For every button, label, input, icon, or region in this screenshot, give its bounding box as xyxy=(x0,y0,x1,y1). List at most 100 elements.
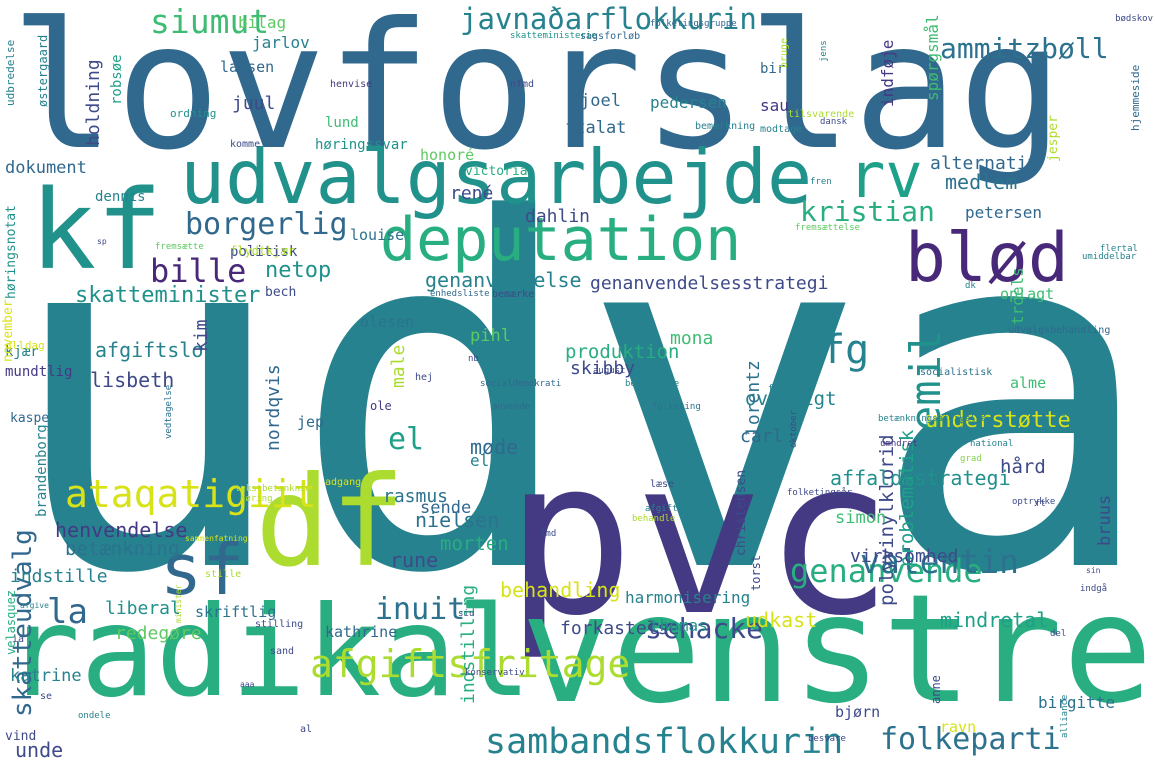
word-behandle: behandle xyxy=(632,514,676,524)
word-fren: fren xyxy=(810,177,832,187)
word-kim: kim xyxy=(191,319,212,353)
word-udvalg: udvalg xyxy=(2,120,1155,679)
word-politisk: politisk xyxy=(230,244,298,260)
word-indstilling: indstilling xyxy=(458,584,479,704)
word-optrykke: optrykke xyxy=(1012,497,1056,507)
word-louise: louise xyxy=(350,226,405,244)
word-bruus: bruus xyxy=(1095,494,1115,546)
word-m-de: møde xyxy=(470,435,519,459)
word-jep: jep xyxy=(297,413,325,431)
word-medlem: medlem xyxy=(945,170,1018,194)
word-pedersen: pedersen xyxy=(650,93,728,112)
word-df: df xyxy=(255,450,406,595)
word-folketingsa-r: folketingsår xyxy=(787,488,853,498)
word-nfmd: nfmd xyxy=(510,79,535,90)
word-genanvendelsesstrategi: genanvendelsesstrategi xyxy=(590,273,829,294)
word-flydtkj-r: flydtkjær xyxy=(230,244,296,258)
word-underst-tte: understøtte xyxy=(925,408,1071,433)
word-liberal: liberal xyxy=(105,598,181,619)
word-modtage: modtage xyxy=(760,124,803,135)
word-ufg: ufg xyxy=(797,327,870,373)
word-sende: sende xyxy=(420,498,472,518)
word-bem-rkning: bemærkning xyxy=(695,121,756,132)
word-honore: honoré xyxy=(420,146,475,164)
word-folkeparti: folkeparti xyxy=(880,722,1061,757)
word-bilag: bilag xyxy=(238,13,287,32)
word-ole: ole xyxy=(370,399,392,413)
word-alliance: alliance xyxy=(1060,694,1070,739)
word-sau: sau xyxy=(760,96,789,115)
word-sammenfatning: sammenfatning xyxy=(185,534,248,543)
word-virksomhed: virksomhed xyxy=(850,546,959,567)
word-ia: ia xyxy=(12,634,25,645)
word-stilling: stilling xyxy=(255,619,304,630)
word-sin: sin xyxy=(1086,566,1101,575)
word-udbredelse: udbredelse xyxy=(4,39,17,106)
word-rune: rune xyxy=(390,548,439,572)
word-skatteminister: skatteminister xyxy=(75,283,261,308)
word-borgerlig: borgerlig xyxy=(185,207,348,242)
word-radikal: radikal xyxy=(5,580,532,725)
word-afgive: afgive xyxy=(20,601,49,610)
word-male: male xyxy=(388,344,409,389)
word-jensen: jensen xyxy=(1055,409,1088,419)
word-unde: unde xyxy=(15,738,64,762)
word-fmd: fmd xyxy=(540,529,557,539)
word-olesen: olesen xyxy=(360,313,415,331)
word-morten: morten xyxy=(440,533,509,555)
word-victoria: victoria xyxy=(465,164,528,179)
word-umiddelbar: umiddelbar xyxy=(1082,252,1137,262)
word-dansk: dansk xyxy=(820,117,848,127)
word-l-se: læse xyxy=(650,479,675,490)
word-deputation: deputation xyxy=(380,205,742,275)
word-jarlov: jarlov xyxy=(252,33,310,52)
word-tilsvarende: tilsvarende xyxy=(788,109,855,120)
word-genanvendelse: genanvendelse xyxy=(425,268,582,292)
word-lovforslag: lovforslag xyxy=(10,0,1064,189)
word-socialdemokrati: socialdemokrati xyxy=(480,379,562,389)
word-se: se xyxy=(40,691,53,702)
word-henvise: henvise xyxy=(330,79,373,90)
word-bem-rke: bemærke xyxy=(492,289,535,300)
word-petersen: petersen xyxy=(965,203,1043,222)
word-kristian: kristian xyxy=(800,195,935,228)
word-elholm: elholm xyxy=(470,451,528,470)
word-h-ringssvar: høringssvar xyxy=(315,137,408,153)
word-alme: alme xyxy=(1010,374,1047,392)
word-ordning: ordning xyxy=(170,107,217,120)
word-adgang: adgang xyxy=(325,477,362,488)
word-fare: fare xyxy=(768,384,790,394)
word-siumut: siumut xyxy=(150,2,270,41)
word-forkastelse: forkastelse xyxy=(560,618,680,639)
word-minister: minister xyxy=(174,584,183,624)
word-bj-rn: bjørn xyxy=(835,703,881,721)
word-sf: sf xyxy=(160,529,245,611)
word-frems-ttelse: fremsættelse xyxy=(795,223,861,233)
word-ravn: ravn xyxy=(940,718,977,736)
word-kj-r: kjær xyxy=(5,344,39,360)
word-genanvende: genanvende xyxy=(790,552,983,590)
word-dahlin: dahlin xyxy=(525,206,591,227)
word-la: la xyxy=(47,592,88,632)
word-dennis: dennis xyxy=(95,189,146,205)
word-umndret: umndret xyxy=(880,439,918,449)
word-afgiftsfritage: afgiftsfritage xyxy=(310,642,631,686)
word-del: del xyxy=(1050,629,1067,639)
word-ondele: ondele xyxy=(78,711,111,721)
word-robs-e: robsøe xyxy=(109,54,125,106)
word-ftalat: ftalat xyxy=(565,118,627,138)
word-birgitte: birgitte xyxy=(1038,693,1116,712)
word-h-ring: høring xyxy=(240,494,273,504)
word-dk: dk xyxy=(965,281,976,291)
word-afgift: afgift xyxy=(645,504,678,514)
word-holdning: holdning xyxy=(83,59,104,147)
word-ha-rd: hård xyxy=(1000,456,1046,478)
word-carl: carl xyxy=(740,426,784,447)
word-bet-nkning: betænkning xyxy=(65,538,180,560)
word-indga: indgå xyxy=(1080,584,1108,594)
word-mona: mona xyxy=(670,328,714,349)
word-venstre: venstre xyxy=(520,563,1153,737)
word-juul: juul xyxy=(232,93,276,114)
word-bl-d: blød xyxy=(905,219,1069,298)
